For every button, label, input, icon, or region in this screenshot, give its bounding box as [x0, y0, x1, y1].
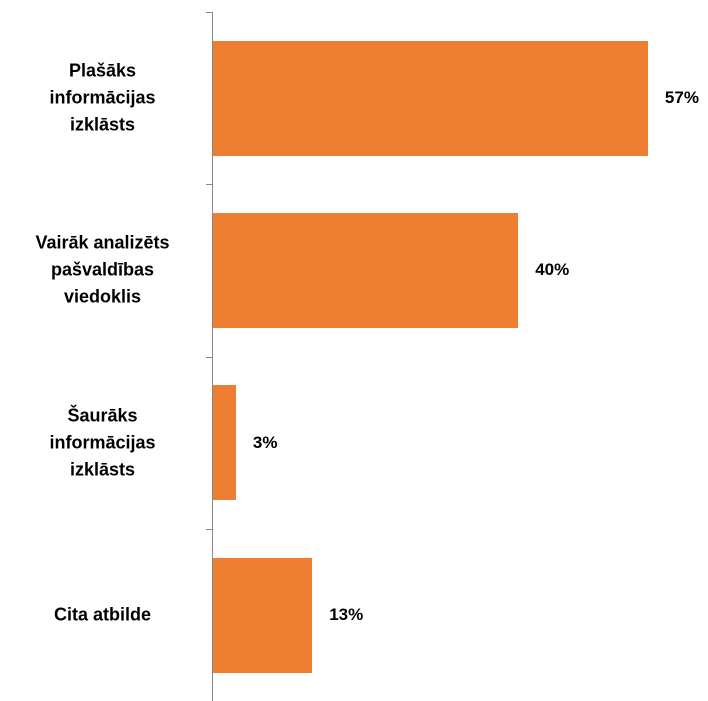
value-label: 40%: [535, 260, 570, 280]
category-label: Plašāks informācijas izklāsts: [49, 60, 156, 135]
category-label: Šaurāks informācijas izklāsts: [49, 405, 156, 480]
bar: [213, 212, 519, 328]
value-label: 13%: [329, 605, 364, 625]
category-label: Cita atbilde: [53, 604, 151, 625]
value-label: 57%: [664, 88, 699, 108]
axis-tick: [206, 356, 213, 358]
axis-tick: [206, 528, 213, 530]
bar: [213, 40, 648, 156]
value-label: 3%: [252, 432, 278, 452]
category-label: Vairāk analizēts pašvaldības viedoklis: [35, 232, 170, 307]
bar: [213, 557, 313, 673]
bar: [213, 385, 236, 501]
axis-tick: [206, 12, 213, 13]
axis-tick: [206, 184, 213, 186]
y-axis: [212, 12, 213, 701]
